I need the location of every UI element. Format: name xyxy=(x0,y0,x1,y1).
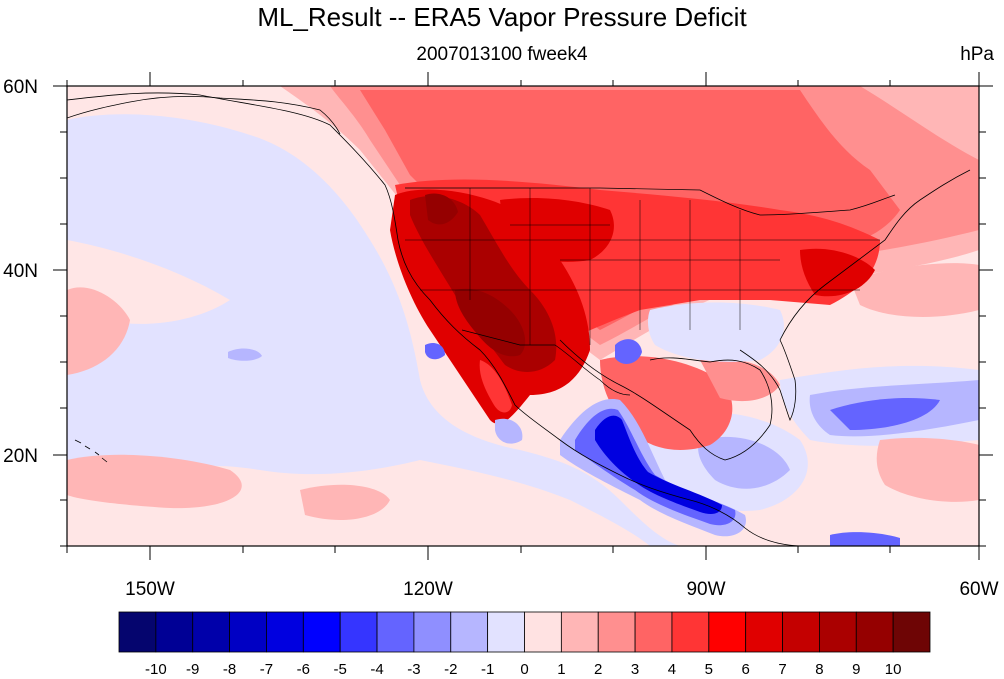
colorbar-label: -7 xyxy=(260,661,273,678)
colorbar-label: 10 xyxy=(885,661,902,678)
state-lines xyxy=(405,188,880,345)
atlantic-east-light-red xyxy=(876,437,979,502)
gulf-coast-pale-blue xyxy=(647,302,784,362)
colorbar-swatch xyxy=(819,611,857,653)
east-coast-deep-red xyxy=(800,248,875,297)
colorbar-swatch xyxy=(745,611,783,653)
lon-label-120w: 120W xyxy=(403,579,453,600)
colorbar-swatch xyxy=(192,611,230,653)
us-canada-border xyxy=(405,187,896,216)
colorbar-label: 0 xyxy=(520,661,528,678)
axis-ticks xyxy=(53,72,993,560)
baja-red xyxy=(479,360,512,413)
pacific-small-blue xyxy=(228,348,262,361)
colorbar-swatch xyxy=(229,611,267,653)
lat-label-60n: 60N xyxy=(3,77,38,98)
coastlines-and-borders xyxy=(67,92,971,546)
gulf-coastline xyxy=(559,339,773,461)
lat-label-20n: 20N xyxy=(3,446,38,467)
gulf-light-red xyxy=(700,358,780,402)
colorbar-label: -4 xyxy=(370,661,383,678)
us-mexico-border xyxy=(461,329,631,396)
mexico-blue-streak-dark xyxy=(595,415,722,514)
colorbar-label: -2 xyxy=(444,661,457,678)
northwest-darkest-red xyxy=(425,193,458,225)
colorbar-swatch xyxy=(487,611,525,653)
colorbar-swatch xyxy=(855,611,894,653)
colorbar-label: 4 xyxy=(668,661,676,678)
florida-coastline xyxy=(739,339,797,421)
colorbar-swatch xyxy=(266,611,304,653)
colorbar-label: 1 xyxy=(557,661,565,678)
colorbar-swatch xyxy=(155,611,194,653)
valid-time-label: 2007013100 fweek4 xyxy=(416,44,588,65)
colorbar-label: 8 xyxy=(815,661,823,678)
colorbar-swatch xyxy=(671,611,710,653)
north-america-coastline xyxy=(67,92,801,546)
alaska-coast xyxy=(67,95,341,135)
colorbar-label: -5 xyxy=(334,661,347,678)
lon-ticks-bottom xyxy=(66,546,980,560)
colorbar-swatch xyxy=(118,611,157,653)
colorbar-label: -9 xyxy=(186,661,199,678)
pacific-pale-blue-region xyxy=(67,114,680,546)
central-america-blue xyxy=(830,532,900,546)
east-pacific-light-red xyxy=(67,287,130,375)
vpd-contour-field xyxy=(67,86,979,546)
atlantic-mid-blue xyxy=(830,398,940,430)
southwest-darkest-red xyxy=(455,288,526,357)
colorbar-label: 6 xyxy=(742,661,750,678)
colorbar-label: 9 xyxy=(852,661,860,678)
east-coastline xyxy=(779,169,971,341)
plot-title: ML_Result -- ERA5 Vapor Pressure Deficit xyxy=(257,2,747,32)
colorbar-swatch xyxy=(450,611,489,653)
lat-ticks-right xyxy=(979,85,993,547)
colorbar-swatch xyxy=(892,611,931,653)
colorbar-swatch xyxy=(597,611,636,653)
colorbar-label: -8 xyxy=(223,661,236,678)
texas-blue-patch xyxy=(615,339,642,364)
colorbar-swatch xyxy=(413,611,452,653)
colorbar-label: -10 xyxy=(145,661,167,678)
lon-ticks-top xyxy=(66,72,980,86)
baja-blue-patch xyxy=(495,418,523,444)
hawaii-islands xyxy=(74,439,108,463)
colorbar-label: -1 xyxy=(481,661,494,678)
units-label: hPa xyxy=(960,44,994,65)
colorbar-swatch xyxy=(708,611,747,653)
caribbean-light-blue xyxy=(698,436,790,489)
colorbar-swatch xyxy=(339,611,378,653)
colorbar-swatch xyxy=(524,611,562,653)
lat-label-40n: 40N xyxy=(3,261,38,282)
colorbar-label: -3 xyxy=(407,661,420,678)
lon-label-150w: 150W xyxy=(125,579,175,600)
colorbar: -10 -9 -8 -7 -6 -5 -4 -3 -2 -1 0 1 2 3 4 5 6 7 8 9 10 xyxy=(118,611,931,678)
gulf-stream-light-red xyxy=(850,263,979,317)
colorbar-label: 7 xyxy=(778,661,786,678)
lon-label-90w: 90W xyxy=(686,579,725,600)
hawaii-light-red xyxy=(67,454,242,509)
south-pacific-light-red xyxy=(300,484,390,520)
colorbar-label: 5 xyxy=(705,661,713,678)
colorbar-swatch xyxy=(376,611,415,653)
colorbar-swatch xyxy=(302,611,341,653)
lon-label-60w: 60W xyxy=(959,579,998,600)
colorbar-swatch xyxy=(782,611,820,653)
colorbar-label: 3 xyxy=(631,661,639,678)
colorbar-swatch xyxy=(634,611,673,653)
colorbar-label: 2 xyxy=(594,661,602,678)
colorbar-swatch xyxy=(560,611,599,653)
pacific-mid-blue-patch xyxy=(425,343,445,360)
lat-ticks-left xyxy=(53,85,67,547)
colorbar-label: -6 xyxy=(297,661,310,678)
